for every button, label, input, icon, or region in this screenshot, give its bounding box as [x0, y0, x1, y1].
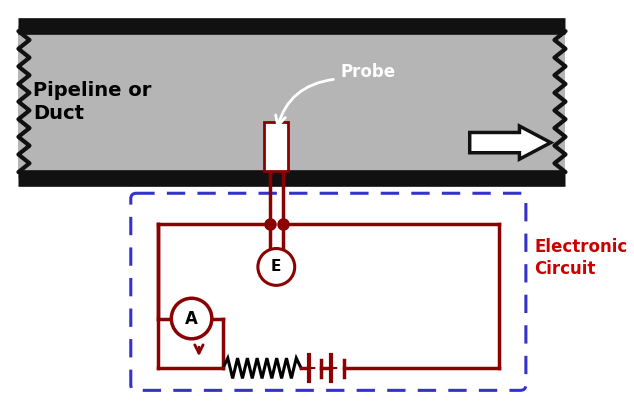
- Circle shape: [258, 248, 295, 285]
- FancyBboxPatch shape: [131, 193, 526, 390]
- Text: A: A: [185, 310, 198, 327]
- Circle shape: [171, 298, 212, 339]
- Polygon shape: [18, 26, 566, 178]
- Text: Probe: Probe: [340, 63, 396, 81]
- FancyArrow shape: [470, 126, 551, 159]
- Polygon shape: [264, 122, 288, 171]
- Text: E: E: [271, 260, 281, 275]
- Text: Pipeline or
Duct: Pipeline or Duct: [33, 81, 152, 123]
- Text: Electronic
Circuit: Electronic Circuit: [534, 238, 628, 278]
